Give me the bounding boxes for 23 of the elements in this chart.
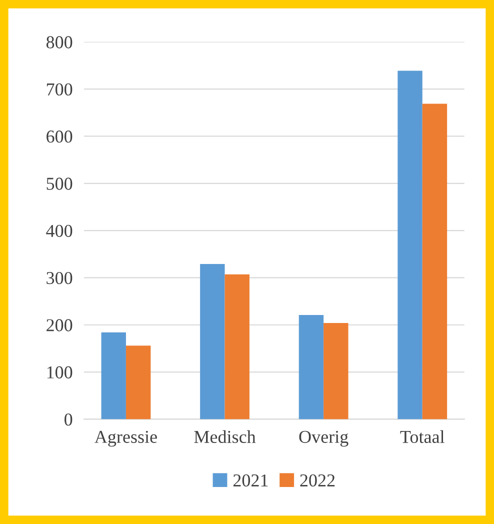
bar: [298, 314, 324, 420]
y-tick-label: 0: [64, 413, 72, 426]
bar: [126, 346, 151, 420]
y-tick-label: 700: [46, 83, 72, 96]
y-tick-label: 100: [47, 366, 72, 378]
y-tick-label: 200: [46, 319, 72, 332]
x-tick-label: Medisch: [194, 430, 256, 444]
bar: [101, 332, 126, 420]
x-tick-label: Agressie: [94, 430, 157, 447]
bar: [224, 274, 250, 420]
bar: [200, 264, 225, 420]
y-tick-label: 400: [46, 224, 72, 237]
y-tick-label: 800: [46, 36, 72, 48]
bar: [422, 104, 448, 420]
x-tick-label: Totaal: [400, 430, 444, 444]
y-tick-label: 500: [46, 178, 72, 190]
bar: [324, 322, 348, 420]
legend-label: 2022: [300, 474, 335, 487]
legend-label: 2021: [233, 474, 268, 487]
bar: [398, 70, 422, 420]
y-tick-label: 600: [46, 130, 72, 143]
y-tick-label: 300: [46, 272, 72, 284]
x-tick-label: Overig: [299, 430, 348, 447]
